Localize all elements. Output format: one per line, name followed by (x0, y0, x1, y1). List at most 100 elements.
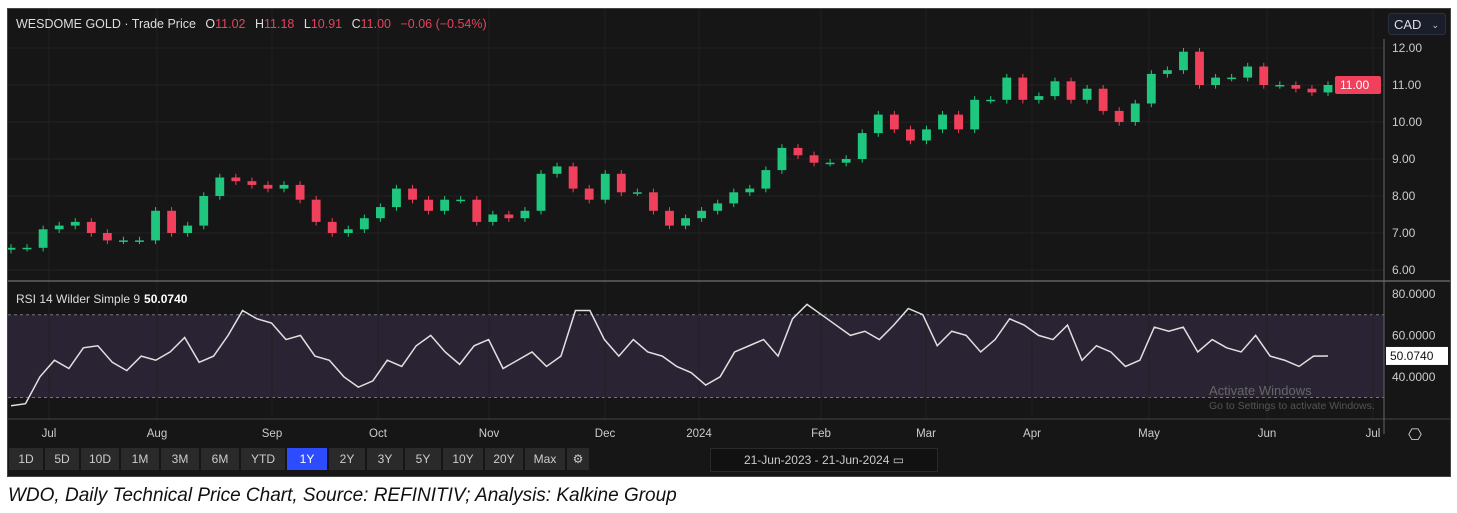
watermark-title: Activate Windows (1209, 383, 1312, 398)
candle-body (408, 188, 417, 200)
candle-body (536, 173, 546, 211)
settings-icon[interactable]: ⎔ (1408, 427, 1422, 444)
range-button-1y[interactable]: 1Y (287, 448, 327, 470)
low-value: 10.91 (310, 17, 343, 31)
candle-body (600, 173, 610, 200)
candle-body (922, 129, 931, 141)
range-button-10d[interactable]: 10D (81, 448, 119, 470)
candle-body (392, 188, 401, 208)
open-value: 11.02 (215, 17, 246, 31)
rsi-tick-label: 40.0000 (1392, 370, 1436, 384)
candle-body (681, 218, 690, 226)
candle-body (1291, 85, 1301, 89)
date-range-picker[interactable]: 21-Jun-2023 - 21-Jun-2024 ▭ (710, 448, 938, 472)
price-tick-label: 8.00 (1392, 189, 1416, 203)
candle-body (135, 240, 144, 242)
range-button-10y[interactable]: 10Y (443, 448, 483, 470)
candle-body (102, 233, 112, 241)
time-tick-label: Nov (479, 428, 500, 440)
candle-body (584, 188, 594, 200)
candle-body (729, 192, 739, 204)
candle-body (713, 203, 723, 211)
time-tick-label: Dec (595, 428, 616, 440)
separator: · (124, 17, 129, 31)
currency-select[interactable]: CAD ⌄ (1388, 13, 1446, 35)
range-button-1m[interactable]: 1M (121, 448, 159, 470)
range-button-3m[interactable]: 3M (161, 448, 199, 470)
range-button-1d[interactable]: 1D (9, 448, 43, 470)
candle-body (472, 199, 482, 222)
chevron-down-icon: ⌄ (1431, 20, 1439, 30)
price-tick-label: 9.00 (1392, 152, 1416, 166)
time-tick-label: Jul (1366, 428, 1381, 440)
time-tick-label: Sep (262, 428, 282, 440)
candle-body (167, 210, 177, 233)
candle-body (1130, 103, 1140, 122)
candle-body (151, 210, 160, 241)
calendar-icon: ▭ (892, 453, 905, 467)
close-label: C (351, 17, 361, 31)
candle-body (745, 188, 755, 193)
candle-body (38, 229, 48, 248)
candle-body (665, 210, 674, 226)
range-button-3y[interactable]: 3Y (367, 448, 403, 470)
range-button-max[interactable]: Max (525, 448, 565, 470)
candle-body (1098, 88, 1108, 111)
candle-body (1259, 66, 1269, 85)
candle-body (857, 133, 867, 159)
range-button-2y[interactable]: 2Y (329, 448, 365, 470)
price-tick-label: 12.00 (1392, 41, 1422, 55)
candle-body (199, 196, 209, 226)
range-button-20y[interactable]: 20Y (485, 448, 523, 470)
price-tick-label: 7.00 (1392, 226, 1416, 240)
candle-body (359, 218, 369, 230)
range-button-ytd[interactable]: YTD (241, 448, 285, 470)
chart-canvas[interactable]: 12.00 11.00 10.00 9.00 8.00 7.00 6.00 80.0000 60… (8, 9, 1450, 476)
candle-body (263, 184, 273, 189)
candle-body (970, 99, 980, 130)
candle-body (889, 114, 899, 130)
candle-body (825, 162, 835, 165)
candle-body (1275, 85, 1285, 87)
candle-body (761, 170, 771, 189)
time-tick-label: Aug (147, 428, 167, 440)
series-type: Trade Price (131, 17, 196, 31)
candle-body (8, 247, 16, 250)
range-button-5d[interactable]: 5D (45, 448, 79, 470)
candle-body (873, 114, 883, 134)
candle-body (697, 210, 707, 219)
candle-body (247, 181, 257, 185)
time-tick-label: Jun (1258, 428, 1277, 440)
candle-body (552, 166, 562, 174)
candle-body (343, 229, 353, 233)
candle-body (938, 114, 947, 130)
candle-body (986, 99, 996, 102)
candle-body (504, 214, 514, 219)
watermark-text: Go to Settings to activate Windows. (1209, 400, 1375, 412)
gear-icon[interactable]: ⚙ (567, 448, 589, 470)
candle-body (616, 173, 626, 193)
time-tick-label: Mar (916, 428, 936, 440)
candle-body (1227, 77, 1237, 80)
candle-body (1034, 96, 1044, 100)
rsi-line (10, 303, 1329, 407)
close-value: 11.00 (360, 17, 391, 31)
candle-body (1162, 70, 1172, 74)
low-label: L (303, 17, 311, 31)
candle-body (1243, 66, 1253, 78)
candle-body (1114, 110, 1124, 122)
candle-body (375, 207, 385, 219)
high-value: 11.18 (264, 17, 295, 31)
time-tick-label: Apr (1023, 428, 1041, 440)
candle-body (456, 199, 466, 202)
candle-body (311, 199, 321, 222)
instrument-name: WESDOME GOLD (16, 17, 121, 31)
range-button-6m[interactable]: 6M (201, 448, 239, 470)
range-button-5y[interactable]: 5Y (405, 448, 441, 470)
candle-body (841, 159, 851, 163)
rsi-legend: RSI 14 Wilder Simple 9 50.0740 (16, 292, 187, 306)
high-label: H (255, 17, 265, 31)
candle-body (649, 192, 658, 211)
last-price-badge (1335, 76, 1381, 94)
time-tick-label: Jul (42, 428, 57, 440)
